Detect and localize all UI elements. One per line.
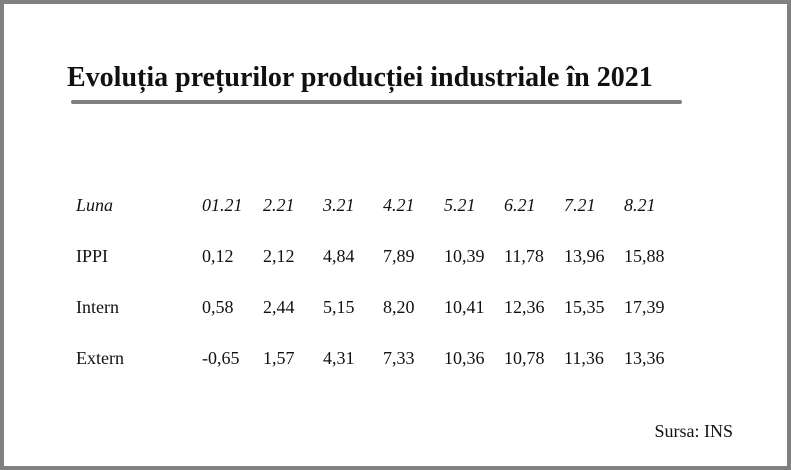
table-cell: 2,12 xyxy=(263,246,295,266)
row-label: Extern xyxy=(76,348,124,368)
table-cell: 11,36 xyxy=(564,348,604,368)
title-underline xyxy=(71,100,682,104)
month-header: 7.21 xyxy=(564,195,596,215)
table-cell: 13,36 xyxy=(624,348,665,368)
month-header: 8.21 xyxy=(624,195,656,215)
table-cell: 10,36 xyxy=(444,348,485,368)
table-row-ippi: IPPI 0,12 2,12 4,84 7,89 10,39 11,78 13,… xyxy=(70,231,684,282)
month-header: 3.21 xyxy=(323,195,355,215)
row-label: IPPI xyxy=(76,246,109,266)
document-title: Evoluția prețurilor producției industria… xyxy=(67,62,653,93)
month-header: 2.21 xyxy=(263,195,295,215)
table-header-row: Luna 01.21 2.21 3.21 4.21 5.21 6.21 7.21… xyxy=(70,180,684,231)
table-cell: 10,78 xyxy=(504,348,545,368)
table-cell: 2,44 xyxy=(263,297,295,317)
table-cell: 7,89 xyxy=(383,246,415,266)
table-cell: 15,88 xyxy=(624,246,665,266)
table-cell: 10,39 xyxy=(444,246,485,266)
month-header: 5.21 xyxy=(444,195,476,215)
month-header: 4.21 xyxy=(383,195,415,215)
source-note: Sursa: INS xyxy=(654,421,733,441)
table-cell: 8,20 xyxy=(383,297,415,317)
table-row-intern: Intern 0,58 2,44 5,15 8,20 10,41 12,36 1… xyxy=(70,282,684,333)
table-cell: 17,39 xyxy=(624,297,665,317)
table-cell: 12,36 xyxy=(504,297,545,317)
price-evolution-table: Luna 01.21 2.21 3.21 4.21 5.21 6.21 7.21… xyxy=(70,180,684,384)
table-cell: 11,78 xyxy=(504,246,544,266)
month-header: 6.21 xyxy=(504,195,536,215)
month-header: 01.21 xyxy=(202,195,243,215)
table-row-extern: Extern -0,65 1,57 4,31 7,33 10,36 10,78 … xyxy=(70,333,684,384)
table-cell: 0,58 xyxy=(202,297,234,317)
table-cell: -0,65 xyxy=(202,348,240,368)
table-cell: 15,35 xyxy=(564,297,605,317)
table-cell: 4,84 xyxy=(323,246,355,266)
table-cell: 1,57 xyxy=(263,348,295,368)
header-label: Luna xyxy=(76,195,114,215)
row-label: Intern xyxy=(76,297,119,317)
table-cell: 0,12 xyxy=(202,246,234,266)
table-cell: 10,41 xyxy=(444,297,485,317)
table-cell: 5,15 xyxy=(323,297,355,317)
table-cell: 7,33 xyxy=(383,348,415,368)
table-cell: 13,96 xyxy=(564,246,605,266)
table-cell: 4,31 xyxy=(323,348,355,368)
